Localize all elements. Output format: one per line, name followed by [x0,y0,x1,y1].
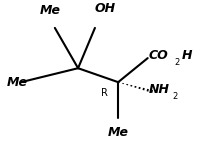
Text: Me: Me [40,4,61,17]
Text: 2: 2 [174,58,179,67]
Text: Me: Me [108,126,129,139]
Text: R: R [101,88,108,98]
Text: Me: Me [6,76,27,89]
Text: H: H [181,49,192,62]
Text: CO: CO [149,49,169,62]
Text: OH: OH [95,2,116,15]
Text: 2: 2 [172,92,177,101]
Text: NH: NH [149,83,170,96]
